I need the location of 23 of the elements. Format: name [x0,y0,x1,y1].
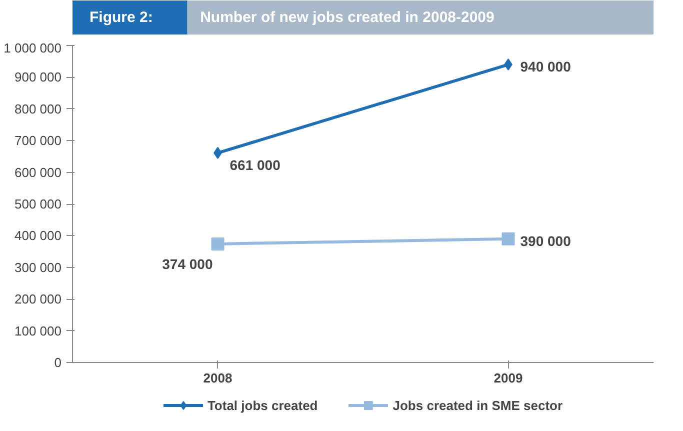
y-tick-label: 800 000 [14,101,62,116]
y-tick-label: 500 000 [14,196,62,212]
point [502,232,515,246]
y-tick-label: 300 000 [14,260,62,275]
y-tick-label: 100 000 [14,323,62,338]
x-tick-label: 2008 [203,370,232,386]
data-label: 374 000 [162,256,213,272]
y-tick-label: 1 000 000 [4,40,62,56]
y-tick-label: 700 000 [14,133,62,148]
chart-subtitle: Number of new jobs created in 2008-2009 [200,9,494,26]
y-tick-label: 400 000 [14,228,62,244]
y-tick-label: 600 000 [14,164,62,180]
x-tick-label: 2009 [494,370,523,386]
data-label: 390 000 [520,232,572,249]
y-tick-label: 200 000 [14,292,62,307]
legend-label: Total jobs created [207,398,318,412]
data-label: 940 000 [520,58,572,75]
chart-title: Figure 2: [90,9,153,26]
data-label: 661 000 [230,156,281,173]
y-tick-label: 0 [54,355,62,370]
legend-label: Jobs created in SME sector [392,398,563,412]
point [211,237,224,250]
y-tick-label: 900 000 [14,70,62,85]
